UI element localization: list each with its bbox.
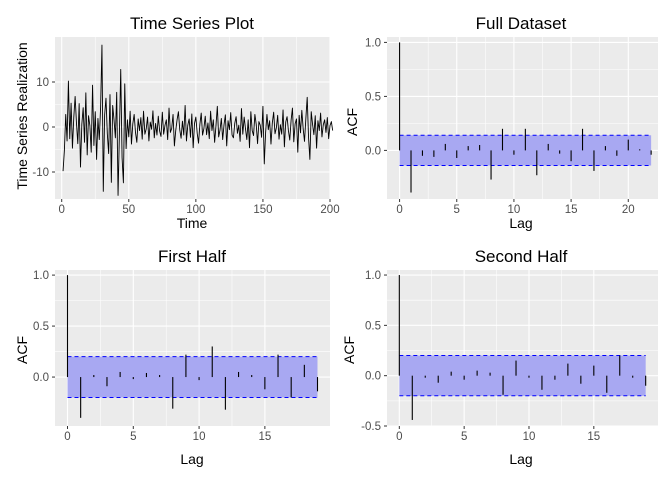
y-tick-label: 0.0 [33,372,49,384]
plot-area: 0 50 100 150 200 -10 0 10 [32,37,340,216]
x-axis-label: Lag [180,451,203,467]
x-tick-label: 150 [253,204,272,216]
y-axis-label: ACF [341,336,357,364]
x-tick-label: 50 [122,204,135,216]
y-tick-label: 1.0 [33,270,49,282]
panel-acf-second-half: Second Half Lag ACF 0 5 10 15 -0.5 0.0 0.5 1.0 [341,247,658,467]
x-tick-label: 0 [396,204,402,216]
y-tick-label: 0.0 [365,145,381,157]
x-axis-label: Lag [509,215,532,231]
x-tick-label: 100 [186,204,205,216]
x-tick-label: 5 [130,431,136,443]
x-tick-label: 5 [454,204,460,216]
x-tick-label: 15 [565,204,578,216]
plot-area: 0 5 10 15 -0.5 0.0 0.5 1.0 [361,270,658,443]
y-axis-label: ACF [344,108,360,136]
y-tick-label: -10 [32,167,49,179]
y-tick-label: 10 [36,77,49,89]
y-tick-label: 0.5 [365,320,381,332]
x-tick-label: 10 [193,431,206,443]
panel-background [387,270,658,426]
x-tick-label: 0 [396,431,402,443]
y-tick-label: 0.5 [33,321,49,333]
x-tick-label: 200 [320,204,339,216]
x-tick-label: 15 [258,431,271,443]
y-tick-label: 0.0 [365,371,381,383]
chart-title: Second Half [475,247,568,266]
y-tick-label: 1.0 [365,270,381,282]
x-tick-label: 20 [622,204,635,216]
x-axis-label: Lag [509,451,532,467]
panel-background [55,270,330,426]
panel-time-series: Time Series Plot Time Time Series Realiz… [14,14,340,231]
plot-area: 0 5 10 15 20 0.0 0.5 1.0 [365,37,658,216]
x-axis-label: Time [177,215,208,231]
x-tick-label: 5 [461,431,467,443]
confidence-band [67,356,318,398]
x-tick-label: 10 [523,431,536,443]
y-axis-label: Time Series Realization [14,42,30,189]
y-axis-label: ACF [14,336,30,364]
panel-acf-full: Full Dataset Lag ACF 0 5 10 15 20 0.0 0.5 1.0 [344,14,658,231]
x-tick-label: 0 [64,431,70,443]
y-tick-label: -0.5 [361,421,381,433]
confidence-band [399,355,646,396]
y-tick-label: 0 [43,122,49,134]
x-tick-label: 10 [508,204,521,216]
chart-title: First Half [158,247,226,266]
series-line [62,44,334,196]
y-tick-label: 0.5 [365,91,381,103]
panel-background [387,37,658,199]
x-tick-label: 15 [587,431,600,443]
chart-title: Full Dataset [476,14,567,33]
panel-acf-first-half: First Half Lag ACF 0 5 10 15 0.0 0.5 1.0 [14,247,330,467]
chart-title: Time Series Plot [130,14,254,33]
x-tick-label: 0 [59,204,65,216]
y-tick-label: 1.0 [365,37,381,49]
panel-background [55,37,330,199]
plot-area: 0 5 10 15 0.0 0.5 1.0 [33,270,330,443]
